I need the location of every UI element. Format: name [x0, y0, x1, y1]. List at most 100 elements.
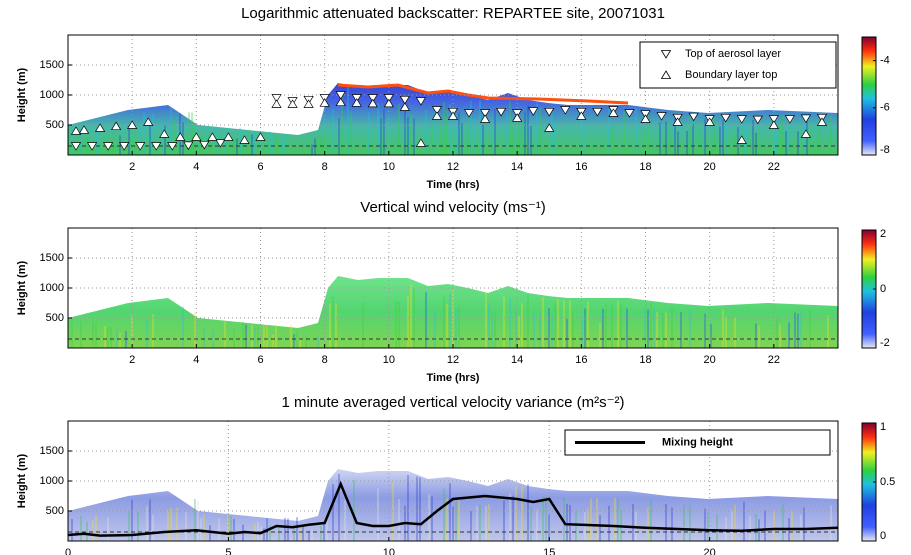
- colorbar-tick-label: 2: [880, 228, 886, 240]
- field-stripe: [800, 311, 802, 348]
- field-stripe: [506, 112, 508, 155]
- marker: [111, 121, 122, 131]
- marker: [560, 106, 571, 115]
- field-stripe: [173, 118, 175, 155]
- field-stripe: [95, 321, 97, 348]
- x-tick-label: 18: [639, 161, 651, 173]
- field-stripe: [227, 133, 229, 155]
- field-stripe: [527, 105, 529, 155]
- marker: [127, 120, 138, 129]
- field-stripe: [530, 506, 532, 541]
- field-stripe: [404, 108, 406, 155]
- marker: [576, 111, 587, 120]
- field-stripe: [797, 131, 799, 155]
- field-stripe: [146, 506, 148, 541]
- y-tick-label: 1500: [40, 59, 64, 71]
- field-stripe: [266, 324, 268, 348]
- field-stripe: [509, 493, 511, 541]
- field-stripe: [689, 114, 691, 155]
- y-tick-label: 500: [46, 119, 64, 131]
- field-stripe: [557, 298, 559, 348]
- field-stripe: [230, 515, 232, 541]
- colorbar-tick-label: -6: [880, 102, 890, 114]
- y-tick-label: 1000: [40, 475, 64, 487]
- field-stripe: [275, 136, 277, 155]
- field-stripe: [671, 507, 673, 541]
- marker: [463, 109, 475, 118]
- field-stripe: [530, 125, 532, 155]
- field-stripe: [254, 327, 256, 348]
- field-stripe: [290, 325, 292, 348]
- field-stripe: [332, 484, 334, 541]
- field-stripe: [485, 506, 487, 541]
- legend-box: [639, 41, 837, 89]
- field-stripe: [554, 302, 556, 348]
- legend-label: Top of aerosol layer: [685, 48, 781, 60]
- field-stripe: [368, 112, 370, 155]
- field-stripe: [668, 123, 670, 155]
- field-stripe: [95, 514, 97, 541]
- field-stripe: [296, 517, 298, 541]
- field-stripe: [152, 314, 154, 348]
- field-stripe: [425, 292, 427, 348]
- field-stripe: [413, 118, 415, 155]
- field-stripe: [227, 515, 229, 541]
- marker: [70, 126, 82, 135]
- plot-frame: [67, 227, 839, 349]
- marker: [207, 132, 218, 141]
- field-stripe: [245, 324, 247, 348]
- line: [67, 480, 839, 537]
- field-stripe: [458, 305, 460, 348]
- field-stripe: [455, 501, 457, 541]
- field-stripe: [431, 120, 433, 155]
- field-stripe: [689, 309, 691, 348]
- x-tick-label: 10: [383, 547, 395, 555]
- field-stripe: [131, 315, 133, 348]
- marker: [624, 109, 635, 118]
- x-tick-label: 14: [511, 354, 523, 366]
- field-stripe: [599, 515, 601, 541]
- field-stripe: [419, 477, 421, 541]
- field-stripe: [152, 113, 154, 155]
- marker: [736, 115, 747, 124]
- field-stripe: [80, 126, 82, 155]
- marker: [800, 129, 812, 138]
- marker: [544, 123, 555, 132]
- field-stripe: [209, 132, 211, 155]
- field-stripe: [446, 303, 448, 348]
- field-stripe: [674, 118, 676, 155]
- field-stripe: [737, 127, 739, 155]
- y-tick-label: 1500: [40, 445, 64, 457]
- field-stripe: [263, 528, 265, 541]
- field-stripe: [233, 137, 235, 155]
- field-stripe: [785, 131, 787, 155]
- field-stripe: [704, 508, 706, 541]
- field-stripe: [194, 312, 196, 348]
- field-stripe: [545, 495, 547, 541]
- panel: 500 1000 1500 2 4 6 8 10 12 14 16 18 20 22 Logarithmic…: [16, 5, 890, 191]
- field-stripe: [413, 288, 415, 348]
- marker: [287, 99, 298, 108]
- field-stripe: [599, 322, 601, 348]
- field-stripe: [665, 504, 667, 541]
- field-stripe: [512, 119, 514, 155]
- field-stripe: [446, 109, 448, 155]
- field-stripe: [671, 308, 673, 348]
- field-stripe: [398, 301, 400, 348]
- field-stripe: [434, 309, 436, 348]
- field-stripe: [518, 118, 520, 155]
- field-stripe: [185, 512, 187, 541]
- field-stripe: [272, 135, 274, 155]
- marker: [447, 111, 459, 120]
- marker: [119, 142, 130, 151]
- field-stripe: [188, 112, 190, 155]
- chart-title: Logarithmic attenuated backscatter: REPA…: [241, 5, 665, 22]
- marker: [640, 114, 651, 123]
- field-stripe: [80, 321, 82, 348]
- field-stripe: [224, 135, 226, 155]
- field-stripe: [791, 511, 793, 541]
- marker: [383, 98, 394, 108]
- field-stripe: [548, 514, 550, 541]
